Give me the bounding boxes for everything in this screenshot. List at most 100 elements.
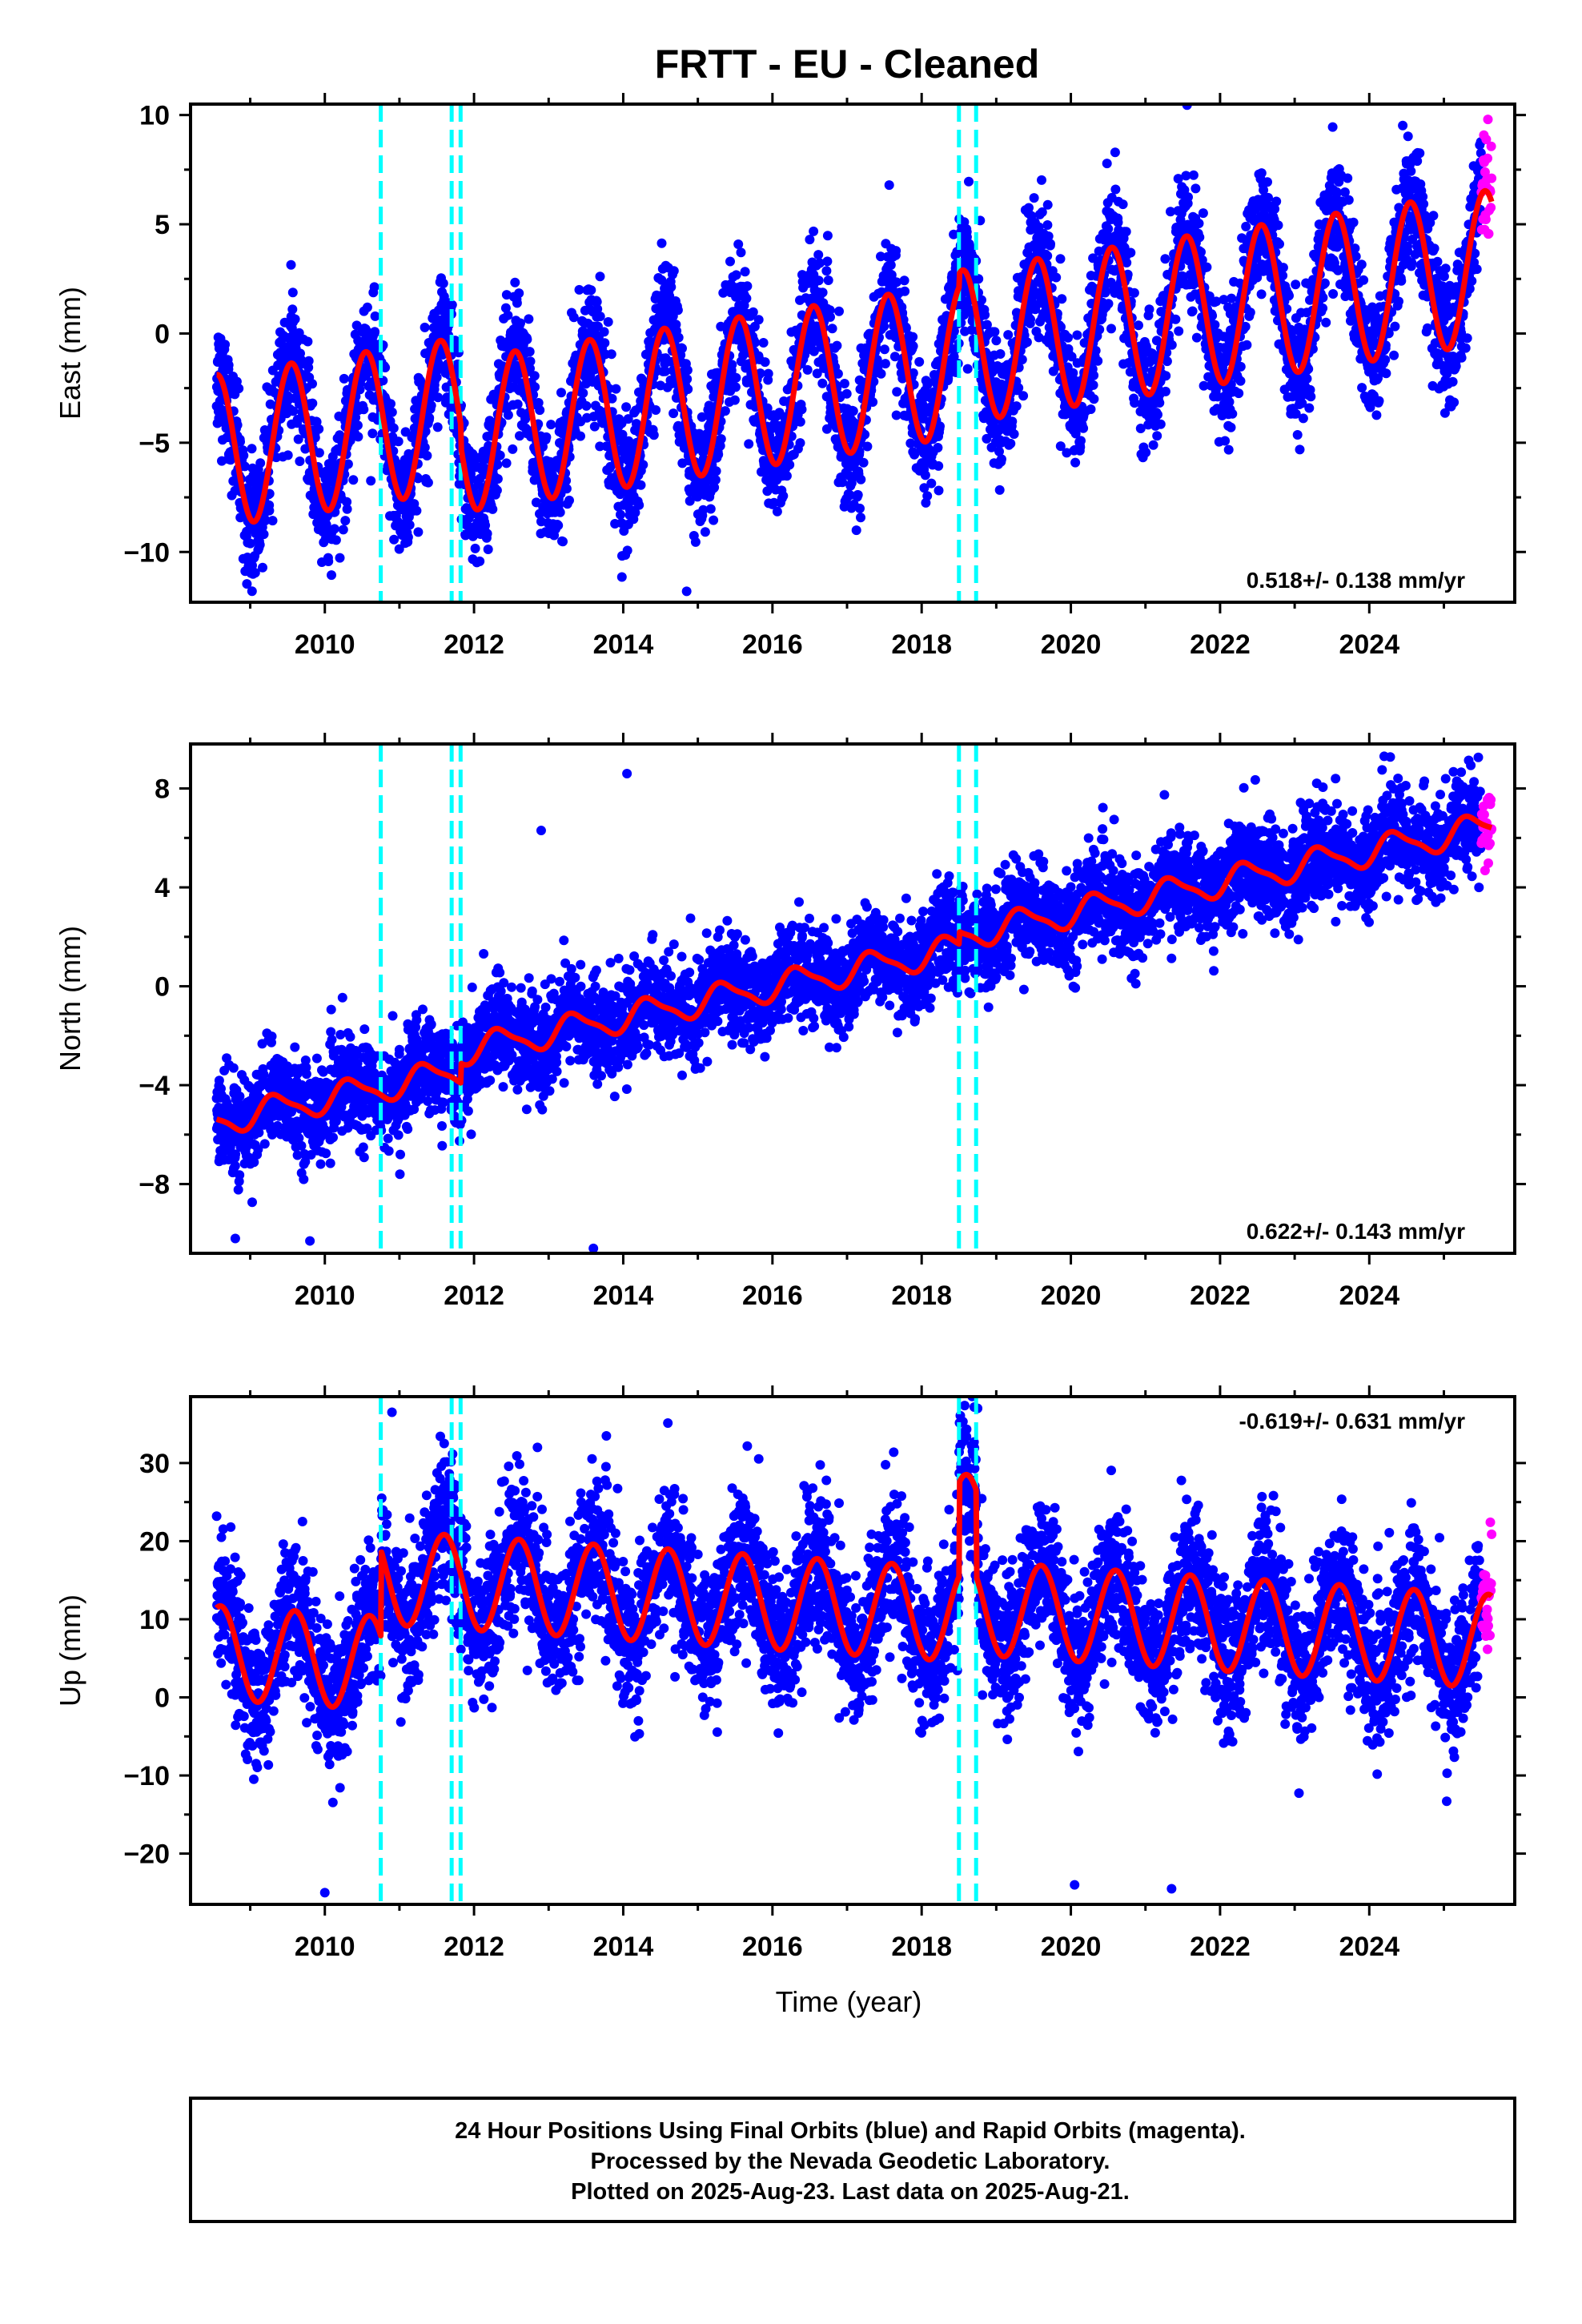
east-point bbox=[908, 332, 918, 342]
east-point bbox=[1106, 324, 1116, 334]
east-point bbox=[1241, 221, 1251, 231]
east-point bbox=[648, 430, 659, 440]
east-point bbox=[1152, 431, 1162, 441]
east-point bbox=[962, 364, 973, 374]
east-point bbox=[795, 416, 805, 427]
east-point bbox=[1291, 279, 1301, 290]
east-point bbox=[884, 180, 894, 191]
east-point bbox=[727, 360, 737, 370]
east-point bbox=[736, 247, 746, 258]
east-point bbox=[1183, 192, 1193, 203]
east-point bbox=[492, 485, 502, 496]
east-point bbox=[933, 443, 943, 452]
east-point bbox=[259, 529, 269, 540]
east-point bbox=[677, 344, 687, 353]
east-point bbox=[470, 543, 480, 553]
east-point bbox=[288, 406, 299, 416]
east-point bbox=[329, 524, 339, 534]
east-point bbox=[267, 516, 278, 526]
east-point bbox=[432, 372, 442, 383]
east-point bbox=[638, 460, 648, 470]
east-point bbox=[1275, 239, 1284, 249]
east-point bbox=[338, 525, 348, 535]
east-point bbox=[1089, 370, 1099, 380]
east-point bbox=[370, 311, 380, 321]
east-point bbox=[1278, 263, 1288, 273]
east-point bbox=[581, 400, 592, 411]
east-point bbox=[359, 404, 369, 415]
east-point bbox=[432, 422, 443, 432]
east-point bbox=[292, 415, 303, 424]
east-point bbox=[503, 310, 513, 320]
east-point bbox=[705, 504, 716, 514]
east-point bbox=[378, 376, 388, 386]
east-point bbox=[636, 480, 646, 490]
east-point bbox=[1110, 147, 1120, 158]
east-point bbox=[1003, 330, 1014, 340]
east-point bbox=[1093, 356, 1103, 366]
east-point bbox=[682, 374, 693, 384]
east-point bbox=[558, 537, 568, 547]
east-point bbox=[512, 298, 522, 308]
east-point bbox=[606, 349, 616, 360]
east-point bbox=[348, 475, 359, 485]
east-point bbox=[1263, 192, 1273, 203]
east-point bbox=[1273, 220, 1283, 231]
east-point bbox=[1042, 251, 1053, 261]
east-point bbox=[531, 497, 541, 508]
east-point bbox=[460, 530, 471, 541]
east-point bbox=[424, 412, 435, 423]
east-point bbox=[1284, 291, 1294, 301]
east-point bbox=[492, 474, 503, 484]
east-plot-area bbox=[211, 104, 1497, 602]
east-point bbox=[586, 285, 596, 296]
east-point bbox=[813, 275, 824, 286]
east-point bbox=[303, 356, 314, 366]
east-point bbox=[1009, 429, 1019, 439]
east-point bbox=[1343, 195, 1354, 205]
east-point bbox=[1063, 332, 1073, 343]
east-point bbox=[353, 432, 363, 442]
east-point bbox=[1076, 436, 1086, 446]
east-point bbox=[1026, 314, 1035, 324]
east-point bbox=[223, 360, 234, 370]
east-point bbox=[669, 266, 679, 276]
east-point bbox=[713, 449, 724, 460]
east-point bbox=[387, 407, 397, 417]
east-point bbox=[1022, 337, 1032, 348]
east-point bbox=[530, 382, 540, 392]
east-point bbox=[651, 405, 661, 415]
east-point bbox=[1102, 159, 1112, 169]
east-point bbox=[352, 420, 363, 431]
east-point bbox=[817, 378, 828, 388]
east-point bbox=[342, 504, 352, 514]
east-point bbox=[1295, 444, 1305, 455]
east-point bbox=[483, 545, 493, 554]
east-point bbox=[1006, 438, 1016, 448]
east-point bbox=[420, 442, 430, 452]
east-point bbox=[1188, 170, 1199, 180]
east-point bbox=[1078, 423, 1089, 433]
east-point bbox=[729, 395, 740, 405]
east-point bbox=[541, 432, 552, 442]
east-point bbox=[554, 499, 564, 509]
east-point bbox=[1359, 275, 1369, 285]
east-point bbox=[1042, 199, 1053, 210]
east-point bbox=[621, 402, 632, 412]
east-point bbox=[1148, 440, 1158, 450]
east-point bbox=[480, 521, 491, 530]
east-point bbox=[908, 341, 918, 352]
east-point bbox=[255, 458, 266, 468]
east-point bbox=[220, 340, 231, 350]
east-point bbox=[1103, 223, 1114, 234]
east-point bbox=[760, 357, 770, 368]
east-point bbox=[1057, 294, 1067, 304]
east-point bbox=[1227, 408, 1238, 419]
east-point bbox=[711, 466, 721, 476]
east-point bbox=[891, 246, 901, 256]
east-point bbox=[564, 495, 574, 505]
east-point bbox=[1089, 394, 1099, 404]
east-point bbox=[731, 372, 741, 383]
east-point bbox=[426, 400, 436, 411]
east-point bbox=[492, 460, 503, 470]
